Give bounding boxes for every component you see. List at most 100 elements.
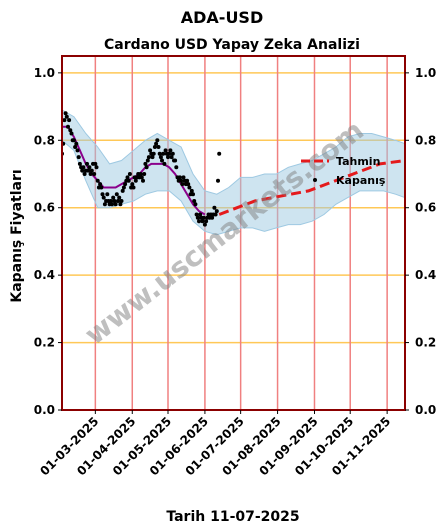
close-point [105, 192, 110, 197]
close-point [213, 212, 218, 217]
close-point [180, 182, 185, 187]
close-point [127, 172, 132, 176]
close-point [192, 199, 197, 203]
close-point [201, 215, 206, 220]
close-point [112, 199, 117, 203]
close-point [161, 151, 166, 156]
close-point [73, 145, 78, 149]
close-point [94, 165, 99, 170]
close-point [110, 202, 114, 207]
close-point [116, 199, 120, 203]
close-point [158, 155, 163, 160]
y-tick-label: 0.0 [34, 403, 55, 417]
legend-close-label: Kapanış [336, 174, 386, 187]
close-point [189, 188, 194, 193]
close-point [144, 165, 149, 170]
close-point [63, 111, 68, 116]
close-point [152, 145, 157, 149]
close-point [216, 178, 220, 183]
close-point [197, 219, 201, 224]
close-point [125, 175, 130, 180]
y-axis-label: Kapanış Fiyatları [9, 169, 25, 302]
close-point [80, 168, 85, 173]
close-point [166, 155, 170, 160]
close-point [168, 148, 173, 153]
y-tick-label: 0.6 [34, 201, 55, 215]
close-point [185, 178, 190, 183]
y-tick-label-right: 0.0 [415, 403, 436, 417]
close-point [202, 222, 207, 227]
x-axis-label: Tarih 11-07-2025 [166, 509, 299, 525]
y-tick-label-right: 1.0 [415, 66, 436, 80]
close-point [100, 192, 105, 197]
close-point [85, 161, 89, 166]
close-point [74, 141, 79, 146]
close-point [67, 118, 72, 123]
y-tick-label: 0.4 [34, 268, 55, 282]
close-point [212, 205, 217, 210]
close-point [123, 182, 128, 187]
close-point [130, 182, 135, 187]
close-point [173, 158, 178, 163]
close-point [87, 165, 92, 170]
close-point [108, 199, 113, 203]
close-point [64, 114, 69, 119]
close-point [86, 168, 91, 173]
close-point [167, 151, 172, 156]
close-point [93, 161, 98, 166]
close-point [92, 172, 97, 176]
close-point [179, 178, 184, 183]
close-point [82, 172, 87, 176]
close-point [81, 165, 86, 170]
close-point [160, 158, 164, 163]
y-tick-label: 0.2 [34, 336, 55, 350]
forecast-line [218, 159, 405, 216]
plot-frame [61, 55, 406, 411]
grid-lines [62, 56, 405, 411]
close-point [68, 128, 73, 133]
chart-subtitle: Cardano USD Yapay Zeka Analizi [104, 37, 360, 53]
y-tick-label-right: 0.8 [415, 133, 436, 147]
close-point [101, 195, 106, 200]
close-point [174, 165, 179, 170]
close-point [76, 155, 81, 160]
close-point [119, 199, 124, 203]
close-point [162, 161, 167, 166]
close-point [62, 118, 67, 123]
close-point [191, 192, 195, 197]
close-point [146, 155, 151, 160]
close-point [142, 172, 147, 176]
close-point [151, 151, 156, 156]
chart-title: ADA-USD [181, 8, 263, 27]
plot-area [62, 109, 405, 236]
close-point [169, 155, 174, 160]
close-point [133, 178, 138, 183]
close-point [200, 219, 205, 224]
close-point [181, 175, 186, 180]
close-point [141, 178, 145, 183]
close-point [66, 124, 70, 129]
close-point [186, 182, 191, 187]
y-tick-label: 1.0 [34, 66, 55, 80]
close-point [198, 212, 203, 217]
close-point [114, 192, 119, 197]
close-point [148, 148, 153, 153]
close-point [99, 185, 104, 190]
axes: 0.0 0.00.2 0.20.4 0.40.6 0.60.8 0.81.0 1.001-0… [34, 66, 437, 479]
close-point [210, 215, 215, 220]
close-point [98, 182, 103, 187]
close-point [126, 178, 131, 183]
confidence-band [62, 109, 405, 236]
close-point [102, 202, 107, 207]
legend: Tahmin Kapanış [301, 155, 386, 187]
close-point [204, 219, 209, 224]
y-tick-label-right: 0.4 [415, 268, 436, 282]
close-point [69, 131, 74, 136]
watermark-text: www.uscmarkets.com [78, 114, 369, 352]
close-point [77, 161, 82, 166]
close-point [194, 212, 199, 217]
close-point [154, 141, 159, 146]
close-point [177, 175, 182, 180]
close-point [113, 202, 118, 207]
close-point [187, 185, 192, 190]
